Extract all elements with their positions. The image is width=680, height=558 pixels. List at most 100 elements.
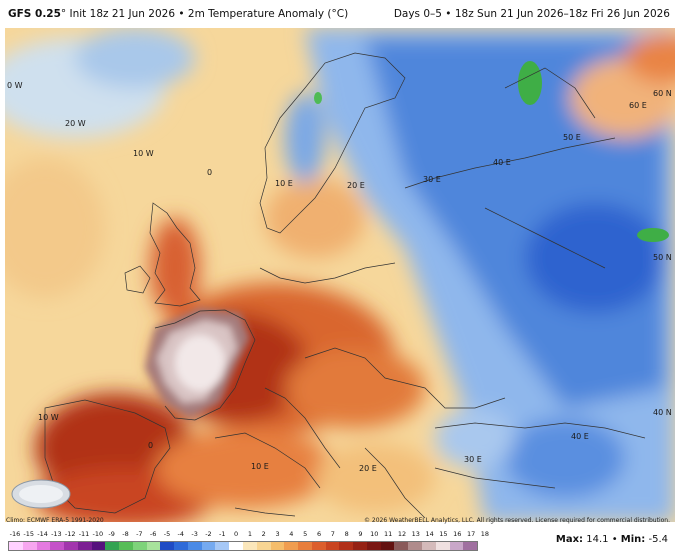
color-swatch: [353, 542, 367, 550]
lat-60n-label: 60 N: [653, 89, 672, 98]
field-name: 2m Temperature Anomaly (°C): [187, 8, 349, 20]
color-scale-tick: 1: [247, 530, 252, 538]
color-swatch: [229, 542, 244, 550]
color-swatch: [160, 542, 175, 550]
max-min-stats: Max: 14.1 • Min: -5.4: [556, 534, 668, 545]
color-swatch: [463, 542, 478, 550]
color-scale-tick: -7: [136, 530, 143, 538]
model-degree: °: [60, 8, 67, 20]
color-swatch: [380, 542, 395, 550]
copyright-note: © 2026 WeatherBELL Analytics, LLC. All r…: [364, 517, 670, 524]
lon-20e-label: 20 E: [347, 181, 365, 190]
color-swatch: [394, 542, 409, 550]
color-scale-tick: -2: [205, 530, 212, 538]
lon-0-label-lower: 0: [148, 441, 153, 450]
color-scale-tick: -8: [122, 530, 129, 538]
lon-10e-label-lower: 10 E: [251, 462, 269, 471]
color-scale-tick: -15: [23, 530, 35, 538]
color-scale: -16 -15 -14 -13 -12 -11 -10 -9 -8 -7 -6 -5 -4 -3 -2 -1 0…: [8, 530, 489, 556]
color-swatch: [366, 542, 381, 550]
min-value: -5.4: [648, 534, 668, 545]
color-scale-tick: 17: [466, 530, 476, 538]
color-swatch: [215, 542, 230, 550]
init-time: Init 18z 21 Jun 2026: [69, 8, 176, 20]
weatherbell-logo: [11, 479, 71, 509]
color-scale-tick: -9: [108, 530, 115, 538]
color-swatch: [36, 542, 51, 550]
map-canvas: 0 W 20 W 10 W 0 10 E 20 E 30 E 40 E 50 E…: [5, 28, 675, 522]
color-scale-tick: 11: [384, 530, 393, 538]
color-scale-tick: -5: [163, 530, 171, 538]
color-swatch: [77, 542, 92, 550]
color-swatch: [174, 542, 188, 550]
color-scale-tick: 0: [234, 530, 239, 538]
lat-50n-label: 50 N: [653, 253, 672, 262]
valid-period: Days 0–5 • 18z Sun 21 Jun 2026–18z Fri 2…: [393, 8, 670, 20]
lon-50e-label: 50 E: [563, 133, 581, 142]
color-scale-tick: -11: [78, 530, 90, 538]
lon-10e-label: 10 E: [275, 179, 293, 188]
max-value: 14.1: [586, 534, 609, 545]
lon-30e-label-lower: 30 E: [464, 455, 482, 464]
color-scale-tick: 5: [303, 530, 308, 538]
color-scale-tick: 16: [453, 530, 462, 538]
color-scale-tick: 4: [289, 530, 294, 538]
climo-note: Climo: ECMWF ERA-5 1991-2020: [6, 517, 104, 524]
color-scale-tick: 13: [411, 530, 420, 538]
color-swatch: [187, 542, 202, 550]
lat-40n-label: 40 N: [653, 408, 672, 417]
color-swatch: [91, 542, 106, 550]
color-scale-tick: -3: [191, 530, 198, 538]
lon-40e-label-lower: 40 E: [571, 432, 589, 441]
cold-spots: [314, 61, 669, 242]
color-scale-tick: 15: [439, 530, 448, 538]
map-header: GFS 0.25° Init 18z 21 Jun 2026 • 2m Temp…: [0, 0, 680, 28]
color-swatch: [105, 542, 120, 550]
lon-10w-label: 10 W: [133, 149, 154, 158]
color-scale-tick: -1: [219, 530, 226, 538]
color-scale-tick: 9: [358, 530, 363, 538]
bullet-sep: •: [178, 8, 185, 20]
color-swatch: [146, 542, 161, 550]
color-scale-tick: 3: [275, 530, 280, 538]
anomaly-map: 0 W 20 W 10 W 0 10 E 20 E 30 E 40 E 50 E…: [5, 28, 675, 522]
color-swatch: [325, 542, 340, 550]
color-swatch: [50, 542, 65, 550]
color-scale-tick: -6: [149, 530, 157, 538]
color-scale-tick: -10: [92, 530, 104, 538]
heat-core: [145, 308, 250, 418]
color-swatch: [64, 542, 78, 550]
color-swatch: [256, 542, 271, 550]
lon-0-label: 0: [207, 168, 212, 177]
color-scale-tick: -12: [64, 530, 76, 538]
color-swatch: [243, 542, 257, 550]
color-swatch: [270, 542, 285, 550]
graticule-labels: 0 W 20 W 10 W 0 10 E 20 E 30 E 40 E 50 E…: [7, 81, 672, 473]
lon-10w-label-lower: 10 W: [38, 413, 59, 422]
color-swatch: [449, 542, 464, 550]
max-label: Max:: [555, 534, 584, 545]
lon-20w-label: 20 W: [65, 119, 86, 128]
color-scale-tick: 7: [330, 530, 335, 538]
color-scale-tick: -4: [177, 530, 185, 538]
color-swatch: [421, 542, 436, 550]
color-scale-tick: -14: [37, 530, 48, 538]
color-swatch: [201, 542, 216, 550]
color-scale-tick: -13: [51, 530, 62, 538]
color-scale-tick: 8: [344, 530, 349, 538]
color-scale-tick: 12: [397, 530, 407, 538]
color-scale-tick: 10: [370, 530, 379, 538]
color-scale-tick: -16: [9, 530, 21, 538]
color-swatch: [311, 542, 326, 550]
color-swatch: [339, 542, 354, 550]
model-name: GFS 0.25: [8, 8, 61, 20]
lon-40e-label: 40 E: [493, 158, 511, 167]
color-swatch: [119, 542, 133, 550]
lon-20e-label-lower: 20 E: [359, 464, 377, 473]
color-swatch: [435, 542, 450, 550]
lon-0w-label: 0 W: [7, 81, 23, 90]
color-swatch: [132, 542, 147, 550]
color-swatch: [9, 542, 23, 550]
header-left: GFS 0.25° Init 18z 21 Jun 2026 • 2m Temp…: [8, 8, 348, 20]
color-scale-tick: 6: [316, 530, 322, 538]
